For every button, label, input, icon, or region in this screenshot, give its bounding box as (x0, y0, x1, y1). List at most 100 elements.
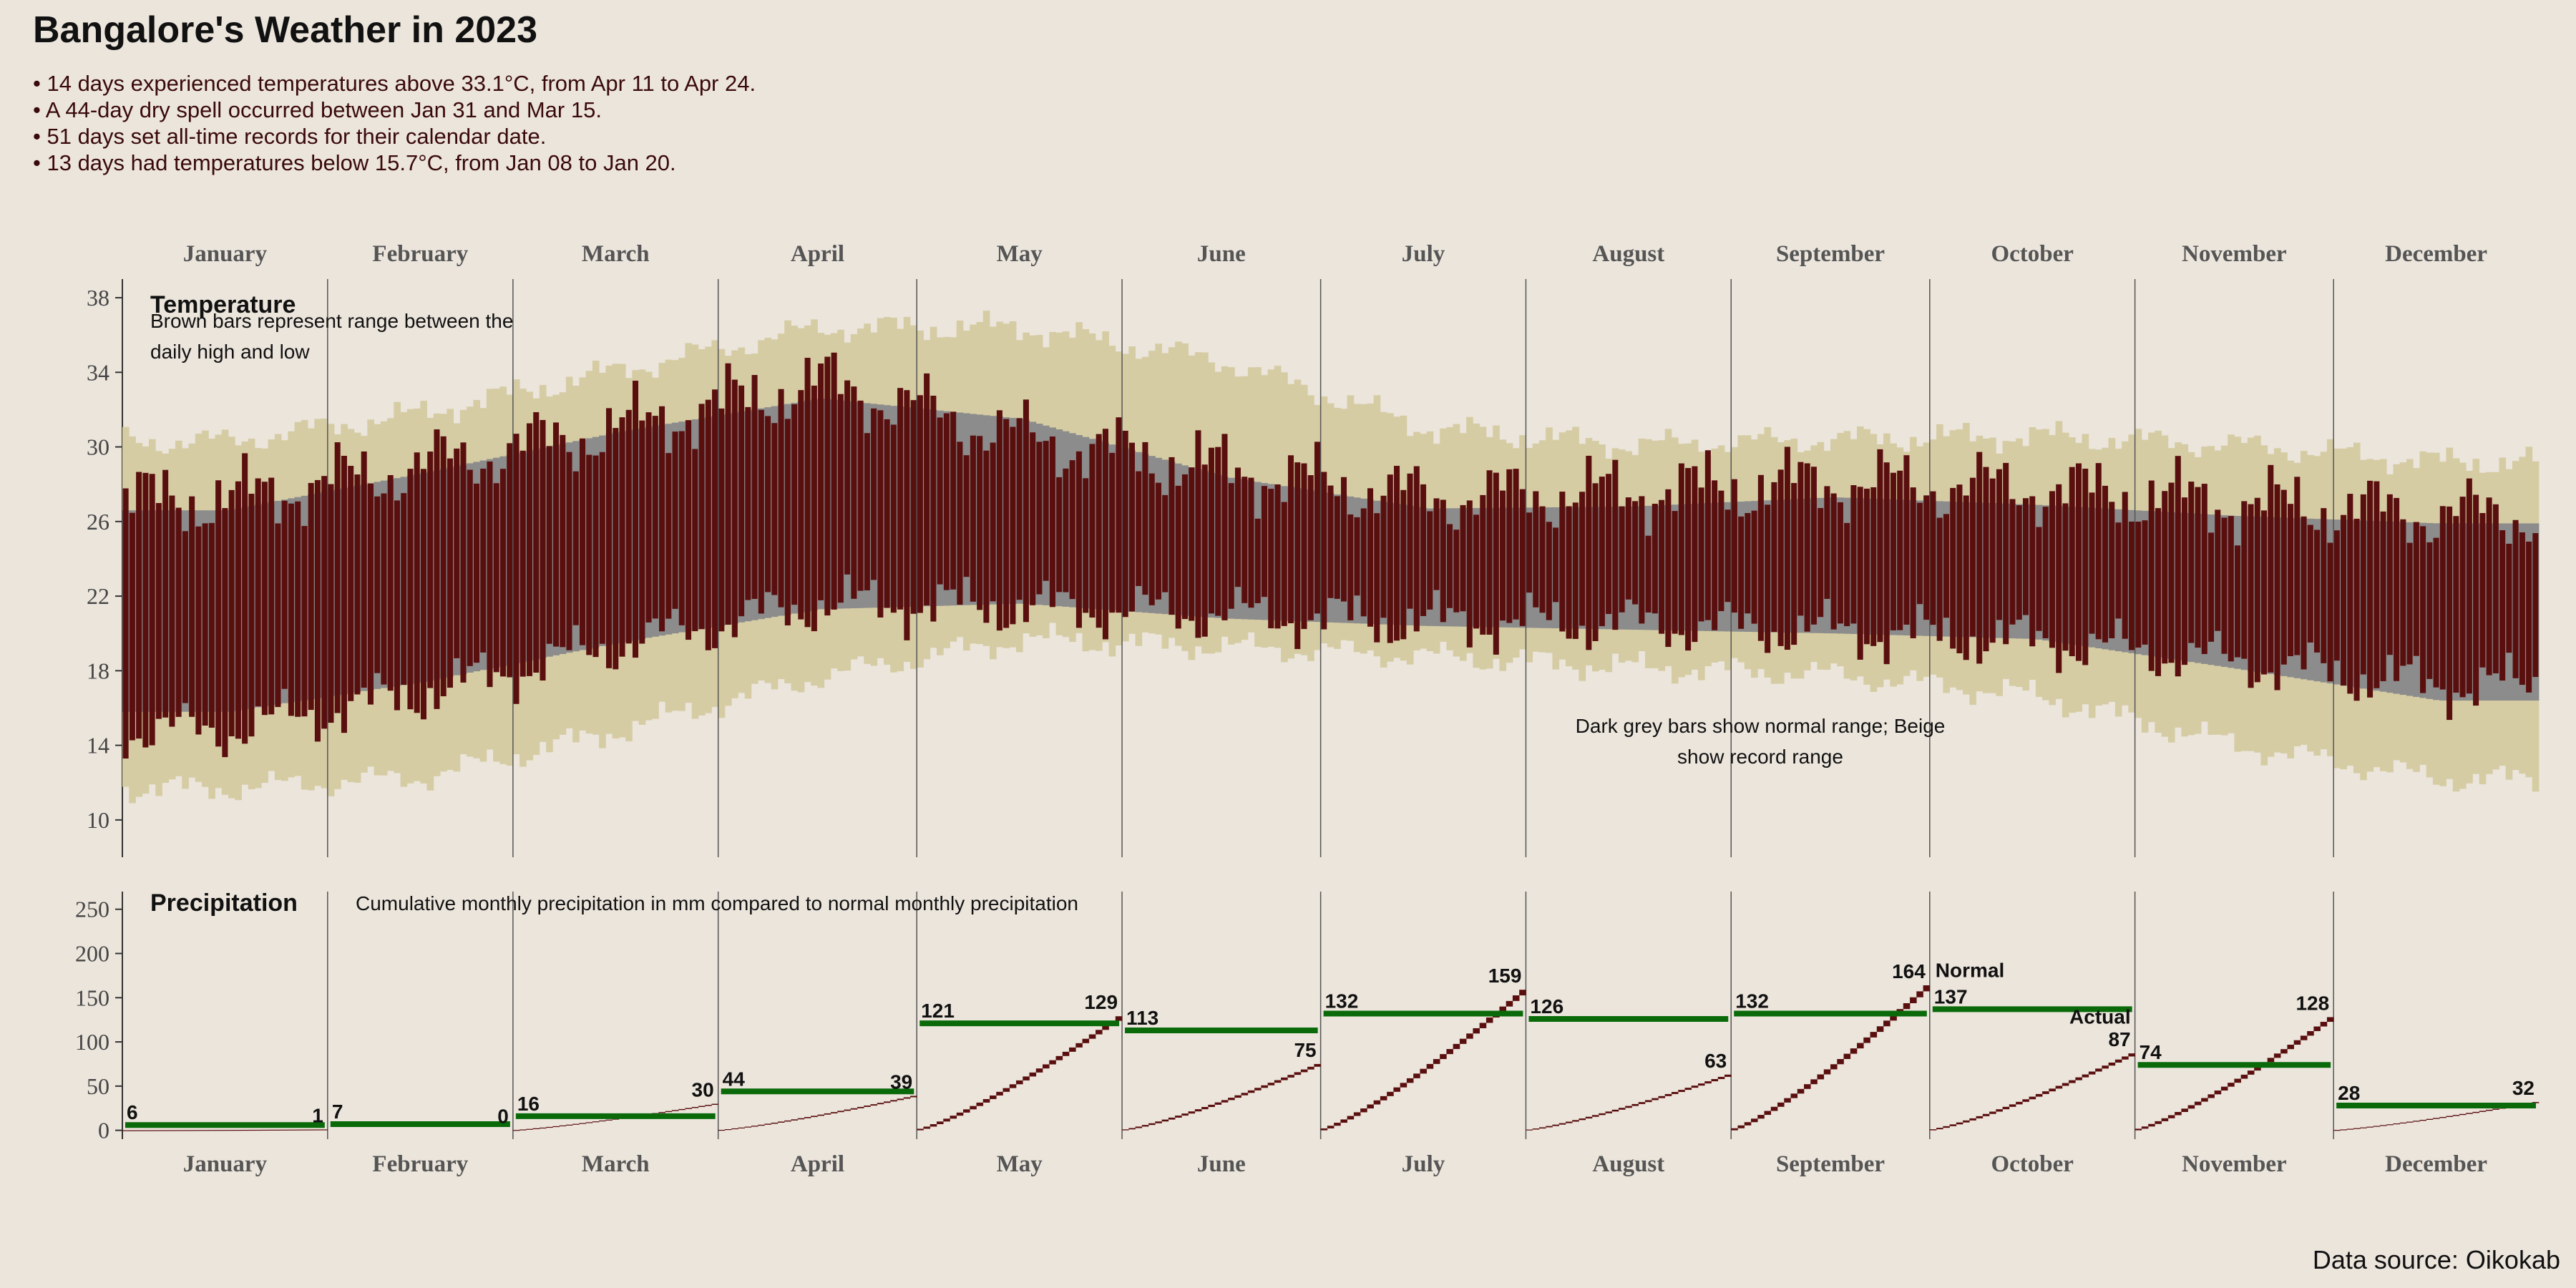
actual-range-bar (1354, 517, 1360, 596)
cumulative-precip-step (546, 1126, 553, 1128)
cumulative-precip-step (897, 1098, 904, 1101)
summary-bullet: 14 days experienced temperatures above 3… (33, 70, 756, 97)
actual-range-bar (1480, 494, 1486, 635)
cumulative-precip-step (724, 1129, 732, 1131)
actual-range-bar (354, 474, 361, 695)
actual-range-bar (851, 386, 857, 599)
actual-range-bar (1936, 517, 1943, 641)
cumulative-precip-step (817, 1114, 825, 1116)
cumulative-precip-step (1135, 1126, 1143, 1128)
actual-range-bar (2479, 512, 2486, 668)
actual-precip-label: 1 (312, 1104, 323, 1126)
actual-range-bar (1579, 492, 1586, 626)
cumulative-precip-step (2234, 1078, 2241, 1083)
cumulative-precip-step (1565, 1121, 1573, 1123)
cumulative-precip-step (2452, 1115, 2460, 1116)
cumulative-precip-step (1512, 995, 1520, 1001)
cumulative-precip-step (1062, 1051, 1070, 1056)
cumulative-precip-step (2254, 1066, 2261, 1071)
cumulative-precip-step (1744, 1122, 1752, 1126)
cumulative-precip-step (532, 1128, 540, 1129)
cumulative-precip-step (221, 1130, 229, 1131)
actual-range-bar (659, 406, 665, 632)
actual-range-bar (1122, 430, 1128, 618)
actual-range-bar (460, 442, 467, 683)
top-month-label: February (372, 241, 468, 267)
cumulative-precip-step (963, 1109, 970, 1113)
bottom-month-label: February (372, 1151, 468, 1177)
cumulative-precip-step (1949, 1124, 1957, 1126)
actual-range-bar (215, 480, 222, 747)
cumulative-precip-step (1380, 1096, 1387, 1101)
cumulative-precip-step (2075, 1077, 2082, 1080)
cumulative-precip-step (1228, 1098, 1235, 1101)
actual-range-bar (155, 502, 162, 719)
actual-range-bar (540, 419, 546, 681)
actual-range-bar (2486, 497, 2492, 675)
actual-range-bar (1075, 451, 1082, 628)
actual-range-bar (2175, 456, 2181, 677)
actual-range-bar (2360, 494, 2366, 675)
actual-range-bar (1665, 489, 1672, 648)
actual-range-bar (281, 500, 288, 689)
cumulative-precip-step (890, 1100, 897, 1102)
cumulative-precip-step (1837, 1059, 1844, 1065)
cumulative-precip-step (1996, 1109, 2003, 1112)
actual-range-bar (1234, 467, 1241, 587)
temperature-y-tick-label: 26 (87, 509, 109, 535)
actual-range-bar (401, 493, 407, 686)
cumulative-precip-step (711, 1103, 718, 1106)
cumulative-precip-step (1546, 1126, 1553, 1128)
cumulative-precip-step (1340, 1119, 1347, 1123)
cumulative-precip-step (1485, 1017, 1493, 1023)
actual-range-bar (2280, 489, 2287, 665)
actual-range-bar (546, 446, 552, 644)
actual-range-bar (499, 469, 507, 677)
cumulative-precip-step (970, 1106, 977, 1110)
actual-range-bar (2082, 469, 2089, 665)
cumulative-precip-step (1373, 1100, 1381, 1105)
actual-range-bar (1327, 485, 1334, 598)
cumulative-precip-step (1141, 1125, 1149, 1127)
actual-range-bar (844, 380, 851, 575)
actual-range-bar (1003, 419, 1010, 628)
actual-range-bar (275, 523, 281, 708)
cumulative-precip-step (1764, 1111, 1772, 1116)
cumulative-precip-step (1969, 1118, 1976, 1121)
actual-range-bar (1043, 441, 1049, 581)
cumulative-precip-step (1671, 1092, 1679, 1094)
cumulative-precip-step (2532, 1102, 2540, 1103)
actual-range-bar (1109, 452, 1116, 613)
actual-range-bar (1347, 514, 1354, 620)
actual-range-bar (824, 356, 831, 616)
cumulative-precip-step (1784, 1098, 1791, 1103)
actual-range-bar (1718, 490, 1724, 612)
actual-range-bar (1863, 488, 1870, 645)
cumulative-precip-step (2419, 1120, 2427, 1121)
cumulative-precip-step (1890, 1015, 1897, 1021)
cumulative-precip-step (1876, 1026, 1884, 1033)
cumulative-precip-step (705, 1105, 712, 1106)
cumulative-precip-step (1678, 1090, 1685, 1093)
actual-range-bar (1850, 485, 1857, 624)
cumulative-precip-step (1519, 990, 1526, 996)
cumulative-precip-step (2175, 1111, 2182, 1116)
cumulative-precip-step (1155, 1121, 1162, 1123)
cumulative-precip-step (665, 1111, 673, 1113)
precip-y-tick-label: 200 (75, 941, 109, 967)
cumulative-precip-step (2114, 1059, 2122, 1063)
cumulative-precip-step (1453, 1043, 1460, 1050)
normal-precip-label: 137 (1934, 985, 1968, 1008)
cumulative-precip-step (2042, 1091, 2049, 1094)
actual-range-bar (890, 424, 897, 613)
data-source: Data source: Oikokab (2312, 1245, 2560, 1274)
cumulative-precip-step (791, 1119, 799, 1121)
legend-normal-label: Normal (1936, 959, 2004, 981)
cumulative-precip-step (519, 1129, 527, 1131)
actual-range-bar (2506, 543, 2512, 653)
cumulative-precip-step (2016, 1101, 2023, 1105)
actual-range-bar (811, 385, 817, 632)
bottom-month-label: July (1402, 1151, 1445, 1177)
normal-precip-label: 121 (921, 1000, 955, 1022)
actual-range-bar (751, 375, 758, 599)
